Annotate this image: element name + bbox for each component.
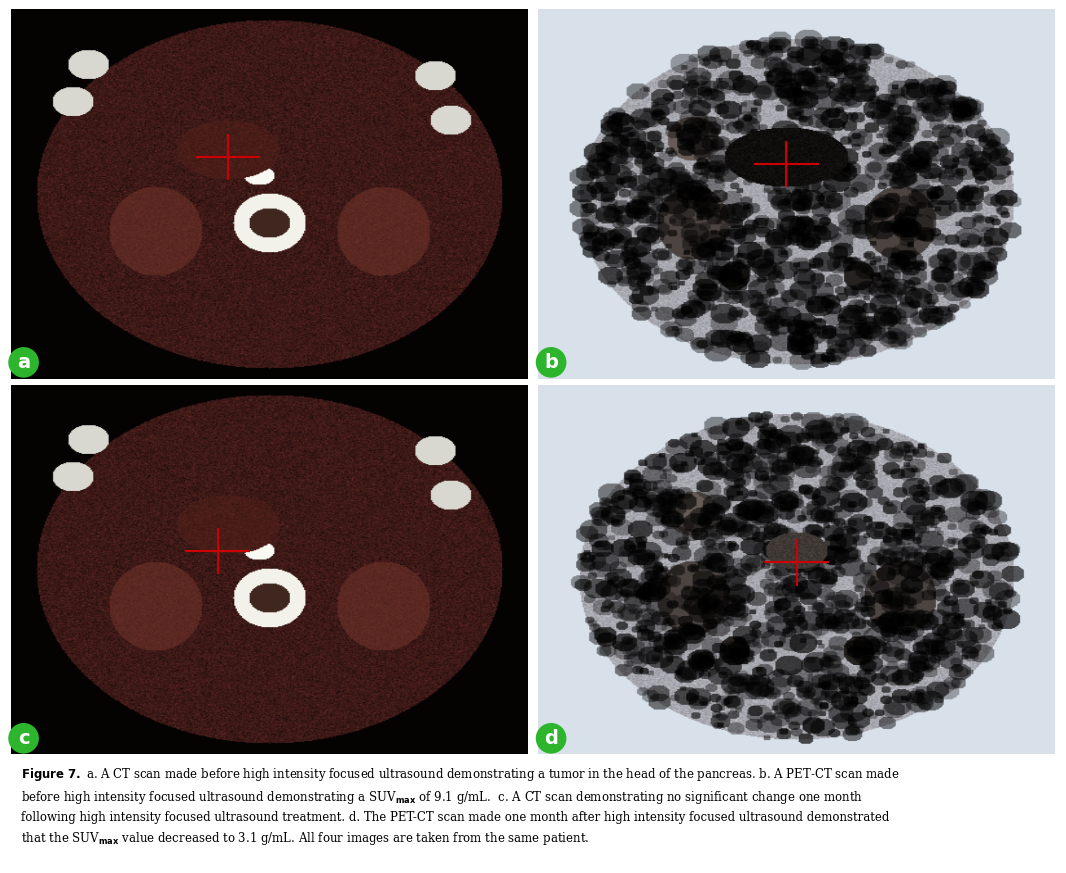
Text: c: c xyxy=(18,729,30,748)
Text: d: d xyxy=(544,729,558,748)
Text: b: b xyxy=(544,353,558,372)
Text: a: a xyxy=(17,353,30,372)
Text: $\bf{Figure\ 7.}$ a. A CT scan made before high intensity focused ultrasound dem: $\bf{Figure\ 7.}$ a. A CT scan made befo… xyxy=(21,766,900,847)
